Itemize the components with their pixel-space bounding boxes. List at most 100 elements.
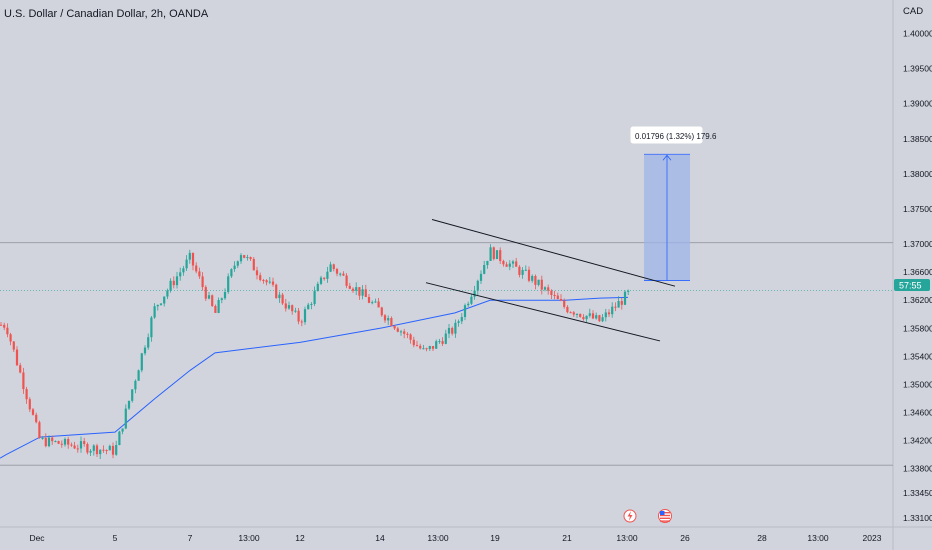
candle-body (390, 318, 393, 327)
candle-body (83, 441, 86, 445)
candle-body (345, 275, 348, 286)
candle-body (595, 315, 598, 319)
candle-body (403, 331, 406, 334)
us-flag-event-icon[interactable] (658, 509, 672, 523)
candle-body (425, 348, 428, 350)
candle-body (89, 450, 92, 453)
candle-body (342, 273, 345, 276)
candle-body (92, 445, 95, 451)
measure-arrow-head (662, 154, 672, 161)
candle-body (326, 271, 329, 279)
candle-body (489, 247, 492, 261)
candle-body (431, 346, 435, 349)
candle-body (495, 250, 499, 260)
price-tick-label: 1.33450 (903, 488, 932, 498)
candle-body (531, 276, 534, 281)
candle-body (505, 264, 508, 267)
candle-body (79, 441, 83, 449)
candle-body (486, 260, 489, 266)
price-tick-label: 1.35400 (903, 351, 932, 361)
chart-title: U.S. Dollar / Canadian Dollar, 2h, OANDA (4, 8, 209, 20)
last-price-tag: 57:55 (894, 279, 930, 291)
time-tick-label: 26 (680, 533, 690, 543)
last-price-tag-text: 57:55 (899, 281, 922, 291)
candles[interactable] (0, 244, 630, 460)
candle-body (239, 255, 243, 262)
candle-body (473, 290, 476, 297)
time-axis[interactable]: Dec 5 7 13:00 12 14 13:00 19 21 13:00 26 28 13:00 202… (29, 533, 881, 543)
candle-body (313, 291, 316, 304)
candle-body (559, 299, 563, 301)
lightning-event-icon[interactable] (623, 509, 637, 523)
price-axis[interactable]: 1.40000 1.39500 1.39000 1.38500 1.38000 1.375… (903, 29, 932, 523)
time-tick-label: 19 (490, 533, 500, 543)
candle-body (550, 290, 553, 295)
candle-body (521, 269, 524, 275)
candle-body (214, 305, 217, 313)
candle-body (284, 303, 287, 309)
candle-body (406, 333, 409, 335)
candle-body (617, 301, 620, 308)
candle-body (118, 431, 121, 446)
candle-body (147, 337, 150, 348)
time-tick-label: 28 (757, 533, 767, 543)
candle-body (63, 438, 67, 445)
candle-body (172, 280, 175, 286)
candle-body (310, 303, 313, 305)
candle-body (150, 317, 153, 338)
candle-body (483, 265, 486, 274)
candle-body (479, 273, 483, 281)
candle-body (153, 306, 156, 318)
candle-body (470, 296, 473, 304)
candle-body (540, 279, 543, 290)
candle-body (108, 445, 111, 451)
candle-body (441, 341, 444, 344)
candle-body (134, 380, 137, 390)
candle-body (76, 448, 79, 450)
candle-body (627, 290, 630, 292)
candle-body (236, 261, 239, 266)
candle-body (211, 295, 214, 306)
candle-body (271, 281, 275, 285)
candle-body (230, 269, 233, 277)
candle-body (499, 250, 502, 261)
candle-body (255, 270, 259, 276)
candle-body (163, 296, 166, 304)
price-tick-label: 1.38000 (903, 169, 932, 179)
price-tick-label: 1.40000 (903, 29, 932, 39)
candle-body (460, 317, 463, 322)
candle-body (54, 441, 57, 443)
candle-body (419, 345, 422, 349)
candle-body (377, 301, 380, 308)
candle-body (44, 437, 47, 447)
candle-body (47, 437, 51, 447)
candle-body (511, 261, 515, 264)
candle-body (396, 328, 399, 332)
trendlines[interactable] (425, 219, 676, 342)
candle-body (435, 341, 438, 349)
projection-measure[interactable] (644, 153, 690, 281)
candle-body (15, 349, 19, 366)
candle-body (31, 409, 35, 415)
candle-body (582, 316, 585, 320)
candle-body (121, 428, 124, 432)
candle-body (502, 260, 505, 265)
trendline-upper[interactable] (431, 219, 676, 287)
time-tick-label: 5 (113, 533, 118, 543)
candle-body (220, 298, 223, 301)
trendline-lower[interactable] (425, 282, 661, 342)
candle-body (447, 327, 451, 334)
time-tick-label: Dec (29, 533, 45, 543)
candle-body (457, 321, 460, 323)
candle-body (601, 317, 604, 322)
candle-body (51, 437, 54, 442)
price-tick-label: 1.35800 (903, 323, 932, 333)
candle-body (281, 294, 284, 304)
candle-body (249, 257, 252, 259)
candle-body (393, 326, 396, 329)
candle-body (367, 297, 371, 303)
candle-body (329, 264, 332, 272)
price-tick-label: 1.39000 (903, 99, 932, 109)
candle-body (246, 257, 249, 259)
